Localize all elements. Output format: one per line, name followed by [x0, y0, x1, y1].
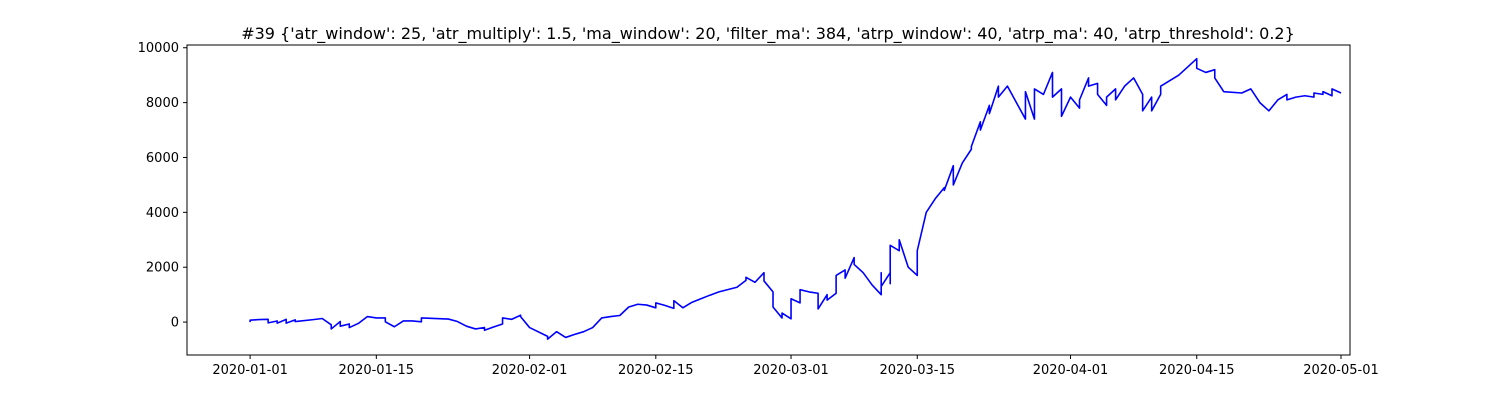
y-tick-label: 4000 [146, 206, 179, 221]
y-tick-label: 8000 [146, 96, 179, 111]
x-tick-label: 2020-03-15 [879, 363, 955, 378]
x-tick-label: 2020-01-01 [212, 363, 288, 378]
y-tick-label: 6000 [146, 151, 179, 166]
x-tick-label: 2020-04-15 [1159, 363, 1235, 378]
series-line-1 [249, 57, 1342, 340]
x-tick-label: 2020-03-01 [753, 363, 829, 378]
x-tick-label: 2020-04-01 [1033, 363, 1109, 378]
y-tick-label: 10000 [138, 41, 179, 56]
x-tick-label: 2020-02-01 [492, 363, 568, 378]
plot-frame [186, 44, 1351, 356]
plot-area: 2020-01-01 2020-01-15 2020-02-01 2020-02-15… [138, 41, 1379, 378]
x-tick-label: 2020-05-01 [1303, 363, 1379, 378]
chart-title: #39 {'atr_window': 25, 'atr_multiply': 1… [241, 24, 1295, 44]
x-tick-label: 2020-02-15 [618, 363, 694, 378]
x-tick-label: 2020-01-15 [339, 363, 415, 378]
y-tick-label: 2000 [146, 261, 179, 276]
y-tick-label: 0 [171, 316, 179, 331]
